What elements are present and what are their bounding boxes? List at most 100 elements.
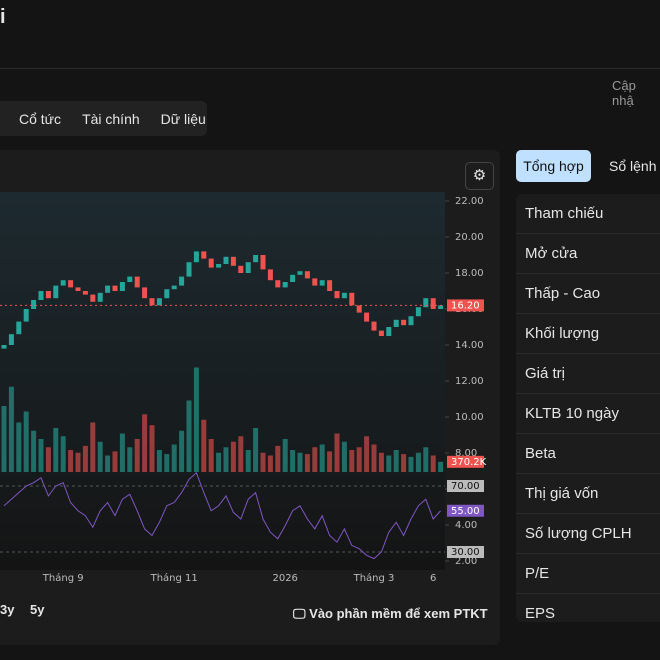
volume-bar	[393, 450, 399, 472]
rsi-tick	[447, 546, 484, 558]
stat-label: Giá trị	[516, 354, 660, 394]
candle-body	[156, 298, 162, 306]
price-badge	[447, 299, 484, 312]
volume-bar	[127, 447, 133, 472]
range-button[interactable]: 3y	[0, 602, 15, 617]
candle-body	[23, 309, 29, 322]
stat-label: Beta	[516, 434, 660, 474]
candle-body	[8, 334, 14, 345]
y-tick-label: 22.00	[455, 196, 484, 207]
candle-body	[327, 280, 333, 291]
volume-bar	[186, 400, 192, 472]
x-tick-label: Tháng 3	[353, 572, 395, 584]
tab[interactable]: Tài chính	[82, 110, 140, 127]
volume-bar	[312, 447, 318, 472]
candle-body	[208, 258, 214, 268]
volume-bar	[290, 450, 296, 472]
candle-body	[127, 276, 133, 282]
candle-body	[304, 271, 310, 279]
candle-body	[245, 262, 251, 273]
candle-body	[423, 298, 429, 308]
candle-body	[82, 291, 88, 295]
volume-bar	[75, 452, 81, 472]
volume-bar	[164, 454, 170, 472]
volume-bar	[364, 436, 370, 472]
stat-label: KLTB 10 ngày	[516, 394, 660, 434]
tab[interactable]: Dữ liệu	[160, 110, 206, 127]
side-tab[interactable]: Sổ lệnh	[609, 158, 657, 174]
volume-bar	[23, 411, 29, 472]
stat-label: P/E	[516, 554, 660, 594]
chart: 22.0020.0018.0016.0014.0012.0010.008.006…	[0, 192, 487, 584]
candle-body	[393, 319, 399, 327]
volume-bar	[386, 455, 392, 472]
candle-body	[97, 292, 103, 302]
volume-bar	[438, 461, 444, 472]
volume-bar	[90, 422, 96, 472]
volume-bar	[149, 425, 155, 472]
y-tick-label: 20.00	[455, 232, 484, 243]
volume-bar	[423, 447, 429, 472]
candle-body	[334, 291, 340, 299]
volume-bar	[1, 406, 7, 472]
volume-bar	[119, 433, 125, 472]
external-link[interactable]: 🖵 Vào phần mềm để xem PTKT	[293, 606, 488, 621]
settings-button[interactable]: ⚙	[465, 162, 494, 190]
candle-body	[1, 345, 7, 349]
volume-bar	[38, 439, 44, 472]
volume-bar	[245, 450, 251, 472]
rsi-tick-label: 30.00	[451, 547, 480, 558]
candle-body	[223, 256, 229, 264]
volume-bar	[401, 454, 407, 472]
x-tick-label: 2026	[272, 573, 297, 584]
stats-panel: Tham chiếu Mở cửa Thấp - Cao Khối lượng Giá …	[516, 194, 660, 622]
candle-body	[90, 294, 96, 302]
rsi-badge-label: 55.00	[451, 506, 480, 517]
y-tick-label: 18.00	[455, 268, 484, 279]
volume-bar	[216, 452, 222, 472]
volume-bar	[297, 452, 303, 472]
rsi-line	[3, 471, 441, 560]
candle-body	[408, 316, 414, 326]
volume-bar	[408, 456, 414, 472]
volume-bar	[16, 422, 22, 472]
volume-badge	[447, 455, 484, 468]
stat-label: Thấp - Cao	[516, 274, 660, 314]
candle-body	[349, 292, 355, 306]
range-button[interactable]: 5y	[30, 602, 45, 617]
candle-body	[31, 300, 37, 309]
volume-bar	[349, 450, 355, 472]
y-tick-label: 4.00	[455, 520, 477, 531]
y-tick-label: 8.00	[455, 448, 477, 459]
candle-body	[142, 287, 148, 299]
rsi-tick-label: 70.00	[451, 481, 480, 492]
candle-body	[364, 312, 370, 322]
candle-body	[438, 305, 444, 309]
volume-bar	[45, 447, 51, 472]
candle-body	[386, 327, 392, 336]
side-tab-active[interactable]: Tổng hợp	[516, 150, 591, 182]
volume-bar	[275, 445, 281, 472]
volume-bar	[319, 444, 325, 472]
volume-bar	[97, 441, 103, 472]
candle-body	[267, 269, 273, 281]
candle-body	[164, 289, 170, 299]
divider	[0, 68, 660, 69]
volume-bar	[327, 451, 333, 472]
candle-body	[16, 321, 22, 335]
candle-body	[186, 262, 192, 277]
x-tick-label: Tháng 11	[150, 572, 198, 584]
link-text: Vào phần mềm để xem PTKT	[309, 606, 488, 621]
tab[interactable]: Cổ tức	[19, 110, 62, 127]
candle-body	[401, 319, 407, 326]
candle-body	[193, 251, 199, 263]
volume-bar	[253, 428, 259, 472]
volume-bar	[378, 452, 384, 472]
candle-body	[260, 255, 266, 270]
stat-label: Khối lượng	[516, 314, 660, 354]
stat-label: Mở cửa	[516, 234, 660, 274]
rsi-badge	[447, 504, 484, 517]
candle-body	[238, 265, 244, 273]
volume-bar	[334, 433, 340, 472]
volume-bar	[60, 436, 66, 472]
